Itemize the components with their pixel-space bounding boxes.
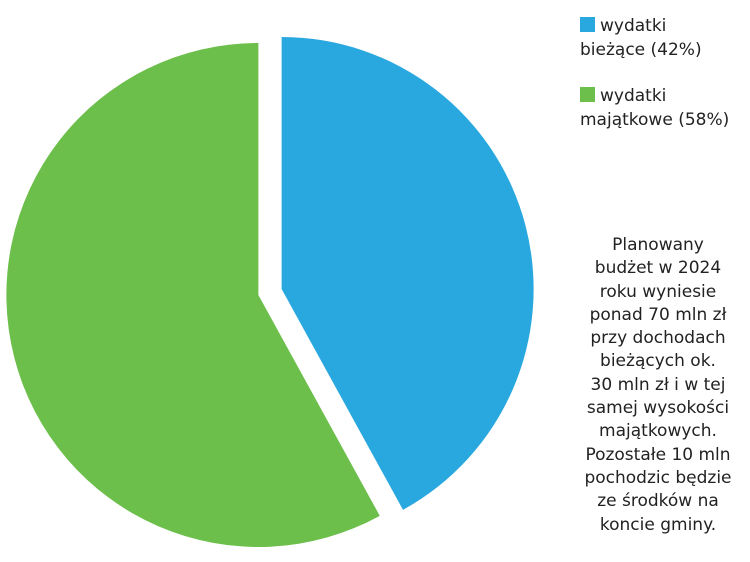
note-line: pochodzic będzie: [584, 467, 732, 488]
note-line: majątkowych.: [599, 421, 717, 442]
legend-label-line1: wydatki: [600, 86, 667, 106]
note-line: Planowany: [612, 235, 704, 255]
note-line: 30 mln zł i w tej: [590, 374, 726, 395]
note-line: przy dochodach: [590, 328, 726, 349]
legend-swatch-wydatki-biezace: [580, 17, 595, 32]
chart-legend: wydatki bieżące (42%) wydatki majątkowe …: [580, 14, 750, 154]
note-line: ze środków na: [597, 491, 719, 512]
budget-note: Planowany budżet w 2024 roku wyniesie po…: [566, 234, 750, 537]
legend-label-line2: majątkowe (58%): [580, 110, 730, 130]
note-line: bieżących ok.: [600, 351, 716, 372]
pie-slice-wydatki-biezace: [281, 37, 534, 510]
legend-item-wydatki-majatkowe: wydatki majątkowe (58%): [580, 84, 750, 132]
note-line: Pozostałe 10 mln: [585, 444, 731, 465]
note-line: ponad 70 mln zł: [589, 304, 727, 325]
legend-item-wydatki-biezace: wydatki bieżące (42%): [580, 14, 750, 62]
note-line: roku wyniesie: [599, 281, 717, 302]
pie-chart: [6, 37, 534, 547]
note-line: koncie gminy.: [599, 514, 717, 535]
legend-label-line1: wydatki: [600, 16, 667, 36]
note-line: budżet w 2024: [594, 258, 722, 279]
legend-swatch-wydatki-majatkowe: [580, 87, 595, 102]
legend-label-line2: bieżące (42%): [580, 40, 702, 60]
note-line: samej wysokości: [586, 398, 730, 419]
pie-slice-wydatki-majatkowe: [6, 42, 380, 547]
